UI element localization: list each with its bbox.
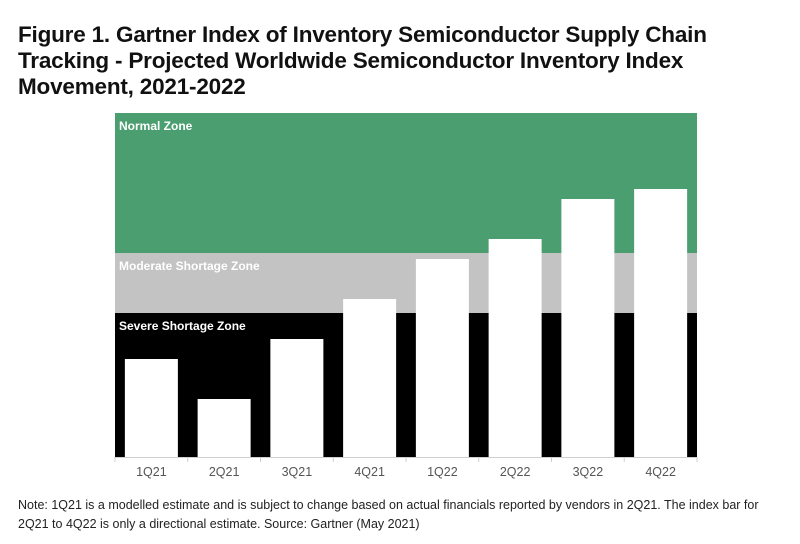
chart-title: Figure 1. Gartner Index of Inventory Sem… xyxy=(18,22,707,99)
bar-2q22 xyxy=(488,239,542,457)
bar-3q21 xyxy=(270,339,324,457)
x-tick-label-2q22: 2Q22 xyxy=(500,465,531,479)
zone-label-moderate-shortage-zone: Moderate Shortage Zone xyxy=(119,259,260,273)
x-tick-label-4q21: 4Q21 xyxy=(354,465,385,479)
zone-label-normal-zone: Normal Zone xyxy=(119,119,193,133)
bar-1q22 xyxy=(415,259,469,457)
x-tick-label-3q21: 3Q21 xyxy=(282,465,313,479)
x-tick-label-1q21: 1Q21 xyxy=(136,465,167,479)
x-tick-label-4q22: 4Q22 xyxy=(645,465,676,479)
bar-3q22 xyxy=(561,199,615,457)
zone-label-severe-shortage-zone: Severe Shortage Zone xyxy=(119,319,246,333)
chart-note: Note: 1Q21 is a modelled estimate and is… xyxy=(18,498,759,531)
bar-4q22 xyxy=(634,189,688,457)
bar-1q21 xyxy=(124,359,178,457)
x-tick-label-3q22: 3Q22 xyxy=(573,465,604,479)
x-tick-label-1q22: 1Q22 xyxy=(427,465,458,479)
bar-2q21 xyxy=(197,399,251,457)
x-tick-label-2q21: 2Q21 xyxy=(209,465,240,479)
bar-4q21 xyxy=(343,299,397,457)
